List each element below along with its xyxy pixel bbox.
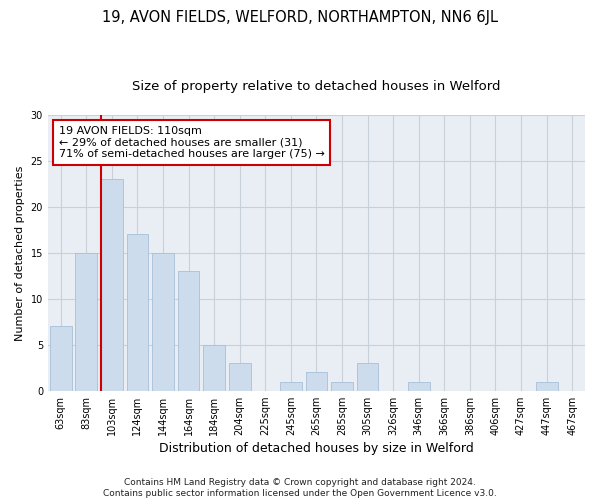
- Bar: [50, 326, 71, 390]
- Bar: [357, 363, 379, 390]
- Bar: [127, 234, 148, 390]
- Bar: [152, 253, 174, 390]
- Bar: [536, 382, 557, 390]
- Bar: [331, 382, 353, 390]
- Title: Size of property relative to detached houses in Welford: Size of property relative to detached ho…: [132, 80, 501, 93]
- Bar: [203, 344, 225, 391]
- Bar: [101, 180, 123, 390]
- Bar: [280, 382, 302, 390]
- Text: 19 AVON FIELDS: 110sqm
← 29% of detached houses are smaller (31)
71% of semi-det: 19 AVON FIELDS: 110sqm ← 29% of detached…: [59, 126, 325, 159]
- Bar: [229, 363, 251, 390]
- Bar: [305, 372, 328, 390]
- Bar: [178, 271, 199, 390]
- Text: Contains HM Land Registry data © Crown copyright and database right 2024.
Contai: Contains HM Land Registry data © Crown c…: [103, 478, 497, 498]
- Y-axis label: Number of detached properties: Number of detached properties: [15, 165, 25, 340]
- Bar: [76, 253, 97, 390]
- Bar: [408, 382, 430, 390]
- X-axis label: Distribution of detached houses by size in Welford: Distribution of detached houses by size …: [159, 442, 474, 455]
- Text: 19, AVON FIELDS, WELFORD, NORTHAMPTON, NN6 6JL: 19, AVON FIELDS, WELFORD, NORTHAMPTON, N…: [102, 10, 498, 25]
